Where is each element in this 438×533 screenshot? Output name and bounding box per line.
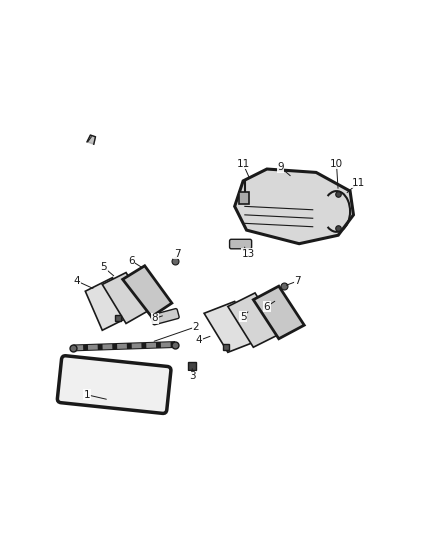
Polygon shape bbox=[235, 169, 353, 244]
FancyBboxPatch shape bbox=[151, 309, 179, 325]
Polygon shape bbox=[102, 272, 150, 324]
Polygon shape bbox=[85, 278, 130, 330]
FancyBboxPatch shape bbox=[230, 239, 251, 249]
Text: 8: 8 bbox=[152, 313, 158, 324]
Text: 4: 4 bbox=[74, 276, 80, 286]
Polygon shape bbox=[87, 135, 95, 144]
FancyBboxPatch shape bbox=[57, 356, 171, 414]
Text: 9: 9 bbox=[277, 163, 284, 172]
Text: 10: 10 bbox=[330, 159, 343, 169]
Text: 7: 7 bbox=[294, 276, 301, 286]
Text: 5: 5 bbox=[101, 262, 107, 272]
Text: 5: 5 bbox=[240, 312, 247, 322]
Text: 1: 1 bbox=[84, 390, 90, 400]
Text: 6: 6 bbox=[264, 302, 270, 311]
Text: 2: 2 bbox=[192, 322, 199, 332]
FancyBboxPatch shape bbox=[239, 192, 249, 204]
Text: 7: 7 bbox=[173, 249, 180, 259]
Text: 3: 3 bbox=[189, 371, 195, 381]
Text: 11: 11 bbox=[352, 177, 365, 188]
Polygon shape bbox=[253, 286, 304, 339]
Text: 13: 13 bbox=[242, 249, 255, 259]
Polygon shape bbox=[204, 302, 258, 352]
Polygon shape bbox=[123, 266, 172, 317]
Text: 4: 4 bbox=[196, 335, 202, 345]
Text: 11: 11 bbox=[237, 159, 250, 169]
Polygon shape bbox=[228, 293, 280, 347]
Text: 6: 6 bbox=[128, 256, 134, 265]
